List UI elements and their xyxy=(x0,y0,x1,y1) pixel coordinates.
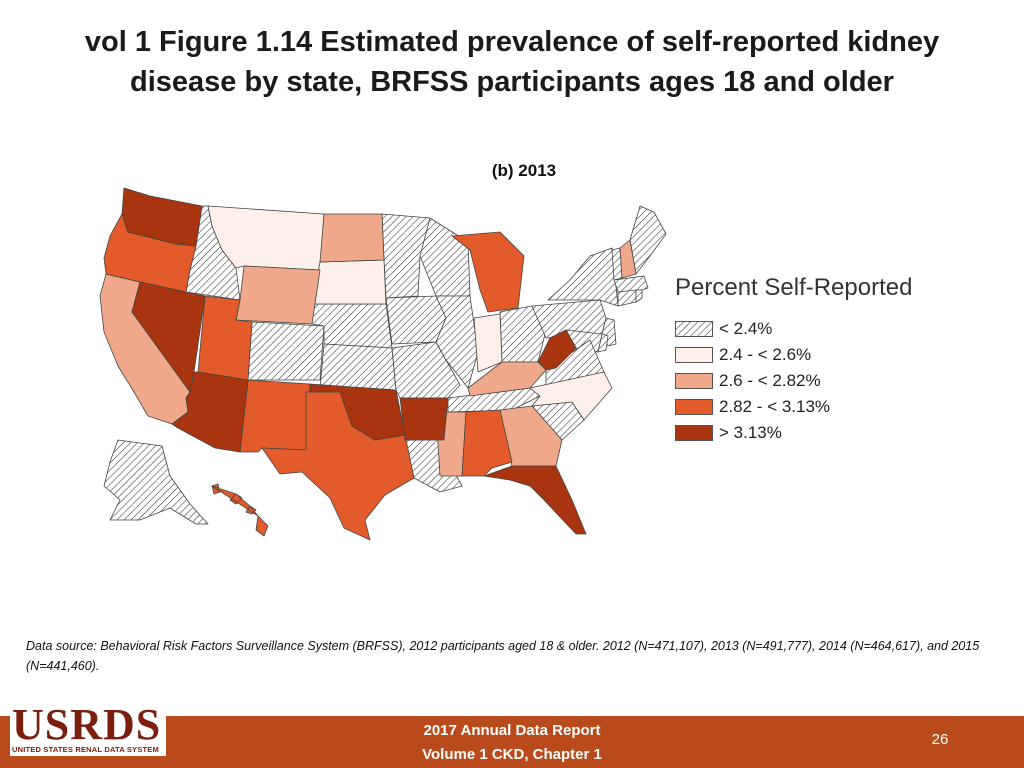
legend-label: 2.6 - < 2.82% xyxy=(719,371,821,390)
state-ak xyxy=(103,439,209,525)
footer-line-1: 2017 Annual Data Report xyxy=(423,722,601,739)
logo-wordmark: USRDS xyxy=(12,700,162,749)
legend-label: < 2.4% xyxy=(719,319,773,338)
page-number: 26 xyxy=(931,731,949,748)
state-wv xyxy=(537,329,577,371)
legend-item: 2.6 - < 2.82% xyxy=(675,368,975,394)
state-wa xyxy=(121,187,203,247)
state-il xyxy=(435,295,479,389)
state-mi xyxy=(451,231,525,313)
state-me xyxy=(629,205,667,275)
state-ks xyxy=(319,343,397,391)
state-ma xyxy=(613,275,649,293)
state-fl xyxy=(483,465,587,535)
legend-swatch xyxy=(675,321,713,337)
state-ri xyxy=(635,289,643,303)
state-wy xyxy=(235,265,321,325)
legend-item: > 3.13% xyxy=(675,420,975,446)
state-nc xyxy=(529,371,613,421)
legend-title: Percent Self-Reported xyxy=(675,274,913,301)
state-nh xyxy=(619,239,637,279)
state-ar xyxy=(399,397,449,441)
map-legend: Percent Self-Reported < 2.4% 2.4 - < 2.6… xyxy=(675,274,975,446)
footer-bar xyxy=(0,716,1024,768)
logo-subtitle: UNITED STATES RENAL DATA SYSTEM xyxy=(12,745,159,754)
state-ny xyxy=(547,247,619,307)
us-state-map xyxy=(99,187,667,541)
legend-swatch xyxy=(675,373,713,389)
state-nd xyxy=(319,213,385,263)
usrds-logo: USRDS UNITED STATES RENAL DATA SYSTEM xyxy=(10,703,166,756)
legend-swatch xyxy=(675,347,713,363)
state-co xyxy=(247,321,325,381)
state-ok xyxy=(309,383,406,441)
legend-item: < 2.4% xyxy=(675,316,975,342)
footer-line-2: Volume 1 CKD, Chapter 1 xyxy=(422,746,602,763)
legend-label: 2.82 - < 3.13% xyxy=(719,397,831,416)
footer-report-title: 2017 Annual Data Report Volume 1 CKD, Ch… xyxy=(362,719,662,767)
legend-item: 2.82 - < 3.13% xyxy=(675,394,975,420)
legend-swatch xyxy=(675,425,713,441)
state-wi xyxy=(419,217,471,297)
state-ia xyxy=(385,295,447,345)
state-nm xyxy=(239,379,311,453)
state-ct xyxy=(617,289,637,307)
state-az xyxy=(171,371,249,453)
legend-swatch xyxy=(675,399,713,415)
data-source-note: Data source: Behavioral Risk Factors Sur… xyxy=(26,639,980,673)
state-sd xyxy=(311,259,387,305)
slide-title: vol 1 Figure 1.14 Estimated prevalence o… xyxy=(84,26,940,98)
map-subtitle: (b) 2013 xyxy=(491,161,557,180)
legend-label: > 3.13% xyxy=(719,423,782,442)
state-in xyxy=(473,313,503,373)
state-hi xyxy=(211,483,269,537)
legend-label: 2.4 - < 2.6% xyxy=(719,345,812,364)
state-ne xyxy=(311,303,393,349)
state-al xyxy=(461,409,513,477)
legend-item: 2.4 - < 2.6% xyxy=(675,342,975,368)
